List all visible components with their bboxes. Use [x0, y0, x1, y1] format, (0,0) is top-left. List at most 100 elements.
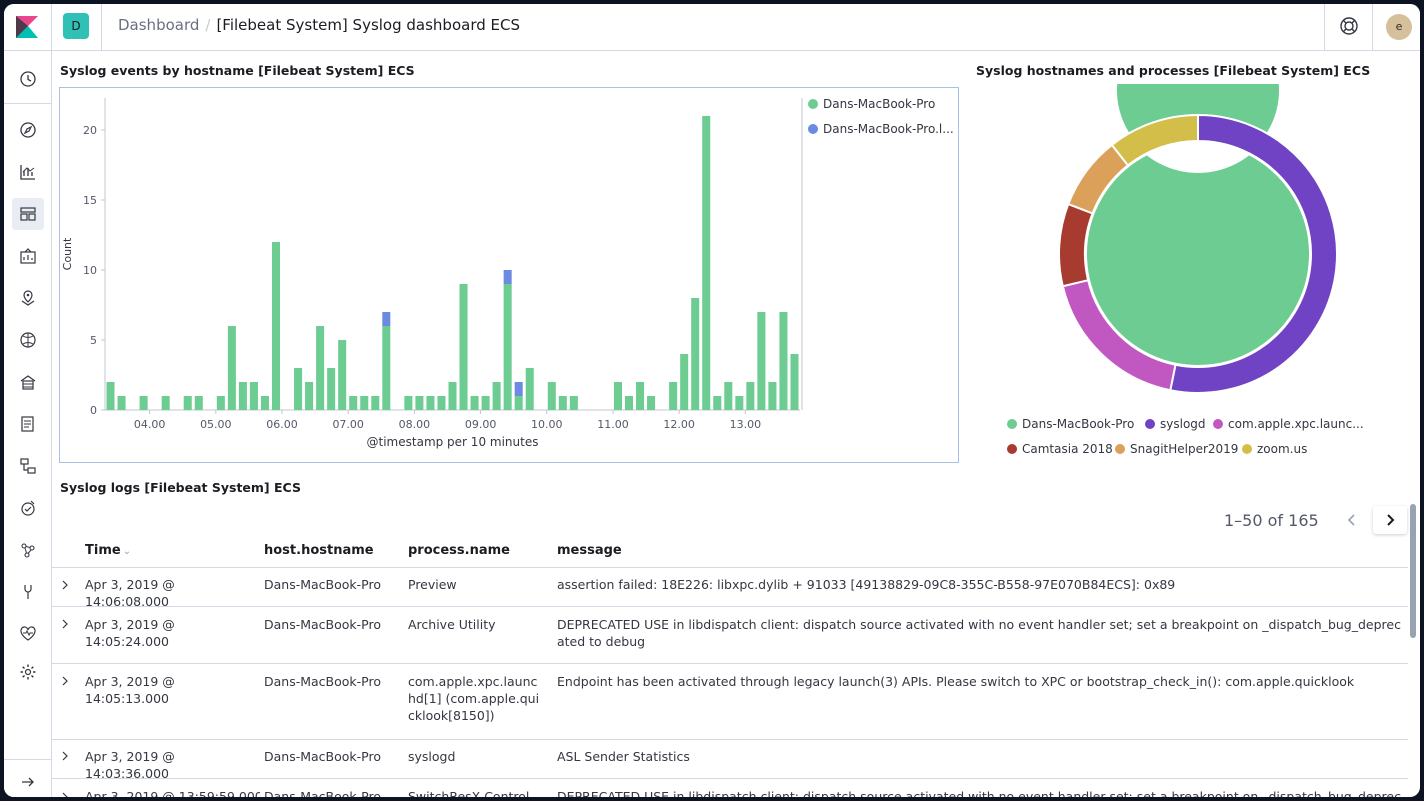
- bar-host-23: [360, 396, 369, 410]
- x-tick-label: 11.00: [597, 418, 629, 431]
- y-tick-label: 20: [83, 124, 97, 137]
- nav-divider: [4, 103, 52, 104]
- collapse-nav-arrow-right-icon[interactable]: [12, 766, 44, 797]
- recently-viewed-clock-icon[interactable]: [12, 63, 44, 95]
- bar-host-37: [514, 396, 523, 410]
- expand-row-chevron-icon[interactable]: [60, 580, 70, 590]
- expand-row-chevron-icon[interactable]: [60, 751, 70, 761]
- bar-host-38: [525, 368, 534, 410]
- row-message: DEPRECATED USE in libdispatch client: di…: [557, 789, 1402, 797]
- row-time: Apr 3, 2019 @ 14:03:36.000: [85, 749, 175, 781]
- donut-outer-slice: [1169, 113, 1338, 394]
- column-header-time[interactable]: Time ⌄: [85, 543, 131, 558]
- logs-icon[interactable]: [12, 408, 44, 440]
- bar-host-12: [238, 382, 247, 410]
- canvas-icon[interactable]: [12, 240, 44, 272]
- pagination-range: 1–50 of 165: [1224, 510, 1319, 530]
- row-divider: [52, 778, 1408, 779]
- nav-divider: [4, 759, 52, 760]
- side-nav: [4, 51, 52, 797]
- prev-page-button[interactable]: [1335, 506, 1369, 534]
- row-process: Preview: [408, 577, 457, 592]
- bar-host-61: [779, 312, 788, 410]
- row-message: ASL Sender Statistics: [557, 749, 690, 764]
- legend-label: syslogd: [1160, 417, 1206, 431]
- chevron-right-icon: [1386, 514, 1395, 526]
- row-process: com.apple.xpc.launchd[1] (com.apple.quic…: [408, 674, 540, 723]
- space-avatar[interactable]: D: [63, 13, 89, 39]
- row-hostname: Dans-MacBook-Pro: [264, 789, 381, 797]
- legend-label: SnagitHelper2019: [1130, 442, 1238, 456]
- sort-arrow-icon[interactable]: ⌄: [122, 546, 132, 557]
- bar-host-54: [702, 116, 711, 410]
- help-menu-icon[interactable]: [1339, 16, 1359, 36]
- column-header-message[interactable]: message: [557, 543, 622, 558]
- legend-swatch: [1213, 419, 1223, 429]
- dev-tools-icon[interactable]: [12, 576, 44, 608]
- x-tick-label: 06.00: [266, 418, 298, 431]
- infrastructure-icon[interactable]: [12, 366, 44, 398]
- kibana-logo-icon[interactable]: [14, 14, 40, 40]
- row-divider: [52, 663, 1408, 664]
- row-divider: [52, 606, 1408, 607]
- bar-host-5: [161, 396, 170, 410]
- bar-host-58: [746, 382, 755, 410]
- column-header-hostname[interactable]: host.hostname: [264, 543, 374, 558]
- row-process: Archive Utility: [408, 617, 496, 632]
- donut-chart: Dans-MacBook-Pro syslogd com.apple.xpc.lau…: [1007, 84, 1364, 456]
- bar-host-22: [349, 396, 358, 410]
- visualize-chart-icon[interactable]: [12, 156, 44, 188]
- header-divider: [101, 4, 102, 51]
- discover-compass-icon[interactable]: [12, 114, 44, 146]
- dashboard-icon[interactable]: [12, 198, 44, 230]
- row-hostname: Dans-MacBook-Pro: [264, 674, 381, 689]
- bar-host-32: [459, 284, 468, 410]
- row-time: Apr 3, 2019 @ 14:05:24.000: [85, 617, 175, 649]
- legend-label: Camtasia 2018: [1022, 442, 1113, 456]
- bar-host-31: [448, 382, 457, 410]
- bar-host-55: [713, 396, 722, 410]
- machine-learning-icon[interactable]: [12, 324, 44, 356]
- y-tick-label: 15: [83, 194, 97, 207]
- bar-host-51: [669, 382, 678, 410]
- column-header-process[interactable]: process.name: [408, 543, 510, 558]
- x-tick-label: 12.00: [663, 418, 695, 431]
- kibana-window: D Dashboard / [Filebeat System] Syslog das…: [4, 4, 1420, 797]
- column-label-time: Time: [85, 543, 121, 558]
- management-gear-icon[interactable]: [12, 656, 44, 688]
- row-time: Apr 3, 2019 @ 14:05:13.000: [85, 674, 175, 706]
- maps-icon[interactable]: [12, 282, 44, 314]
- bar-host-40: [547, 382, 556, 410]
- expand-row-chevron-icon[interactable]: [60, 619, 70, 629]
- bar-host-49: [647, 396, 656, 410]
- legend-label: Dans-MacBook-Pro.l...: [823, 122, 954, 136]
- bar-host-10: [216, 396, 225, 410]
- bar-host-l-25: [382, 312, 391, 326]
- breadcrumb-dashboard-link[interactable]: Dashboard: [118, 16, 200, 34]
- graph-icon[interactable]: [12, 534, 44, 566]
- breadcrumb-separator: /: [205, 16, 211, 34]
- pie-panel-title: Syslog hostnames and processes [Filebeat…: [976, 63, 1371, 78]
- user-avatar[interactable]: e: [1386, 14, 1412, 40]
- row-hostname: Dans-MacBook-Pro: [264, 577, 381, 592]
- x-tick-label: 09.00: [465, 418, 497, 431]
- bar-host-36: [503, 284, 512, 410]
- legend-swatch: [1145, 419, 1155, 429]
- uptime-icon[interactable]: [12, 492, 44, 524]
- bar-host-8: [194, 396, 203, 410]
- legend-swatch: [808, 124, 818, 134]
- apm-icon[interactable]: [12, 450, 44, 482]
- x-tick-label: 05.00: [200, 418, 232, 431]
- bar-host-34: [481, 396, 490, 410]
- monitoring-icon[interactable]: [12, 618, 44, 650]
- bar-host-47: [624, 396, 634, 410]
- bar-host-29: [426, 396, 435, 410]
- next-page-button[interactable]: [1372, 506, 1407, 534]
- y-tick-label: 5: [90, 334, 97, 347]
- expand-row-chevron-icon[interactable]: [60, 792, 70, 797]
- bar-host-14: [260, 396, 269, 410]
- row-process: SwitchResX Control: [408, 789, 530, 797]
- table-scrollbar[interactable]: [1410, 504, 1416, 638]
- expand-row-chevron-icon[interactable]: [60, 676, 70, 686]
- logs-panel-title: Syslog logs [Filebeat System] ECS: [60, 480, 301, 495]
